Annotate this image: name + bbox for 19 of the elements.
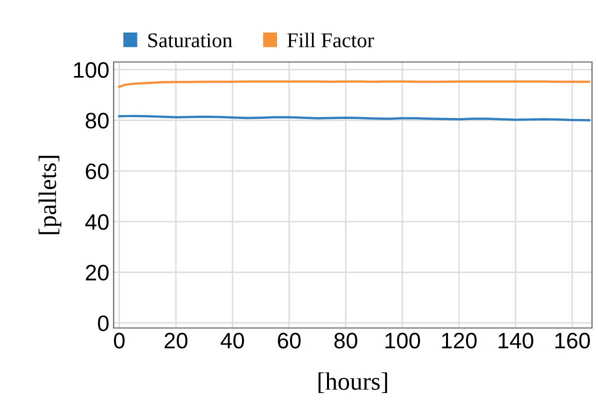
y-tick-label: 60 <box>86 163 109 180</box>
x-tick-label: 60 <box>278 332 301 348</box>
x-tick-label: 40 <box>220 332 244 348</box>
x-tick-label: 20 <box>164 332 188 348</box>
y-axis-title: [pallets] <box>38 156 62 234</box>
legend-label: Saturation <box>148 33 232 48</box>
y-tick-label: 100 <box>74 62 109 78</box>
y-tick-label: 0 <box>98 315 109 332</box>
x-axis-title: [hours] <box>318 372 388 394</box>
y-tick-label: 80 <box>86 112 109 129</box>
legend-label: Fill Factor <box>287 32 374 48</box>
x-tick-label: 80 <box>334 332 358 348</box>
y-tick-label: 40 <box>85 214 109 230</box>
x-tick-label: 100 <box>386 332 420 348</box>
x-tick-label: 140 <box>498 332 534 348</box>
y-tick-label: 20 <box>86 264 109 281</box>
x-tick-label: 0 <box>114 332 125 348</box>
x-tick-label: 160 <box>555 332 590 348</box>
x-tick-label: 120 <box>442 332 477 348</box>
